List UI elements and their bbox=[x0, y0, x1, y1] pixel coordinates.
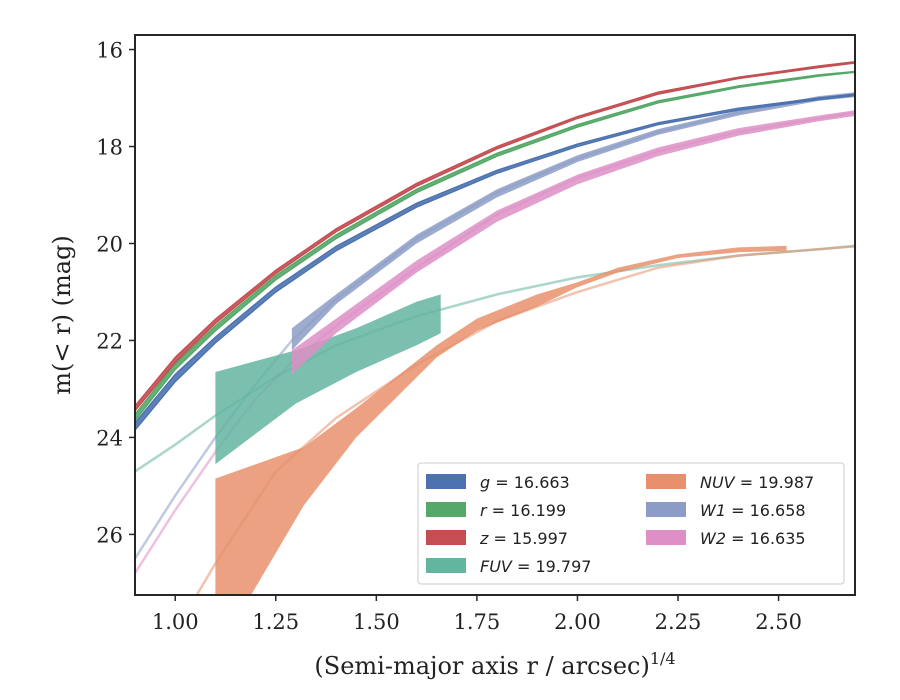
y-tick-label: 20 bbox=[96, 232, 123, 256]
legend-label-z: z = 15.997 bbox=[479, 529, 568, 548]
x-axis-ticks: 1.00 1.25 1.50 1.75 2.00 2.25 2.50 bbox=[152, 595, 802, 634]
legend: g = 16.663 r = 16.199 z = 15.997 FUV = 19.7… bbox=[417, 462, 845, 585]
y-tick-label: 24 bbox=[96, 426, 123, 450]
series-r-band bbox=[135, 70, 855, 422]
y-tick-label: 26 bbox=[96, 523, 123, 547]
series-layer bbox=[135, 60, 855, 595]
series-g-band bbox=[135, 93, 855, 432]
legend-label-fuv: FUV = 19.797 bbox=[480, 557, 591, 576]
x-axis-label-exponent: 1/4 bbox=[650, 649, 676, 668]
x-tick-label: 2.00 bbox=[554, 610, 601, 634]
series-z-band bbox=[135, 60, 855, 412]
legend-swatch-nuv bbox=[646, 474, 686, 489]
legend-label-nuv: NUV = 19.987 bbox=[700, 473, 814, 492]
y-axis-label: m(< r) (mag) bbox=[48, 235, 76, 394]
y-axis-ticks: 16 18 20 22 24 26 bbox=[96, 39, 135, 547]
series-nuv-band bbox=[215, 245, 787, 595]
legend-swatch-w2 bbox=[646, 530, 686, 545]
legend-label-w2: W2 = 16.635 bbox=[700, 529, 806, 548]
y-tick-label: 18 bbox=[96, 136, 123, 160]
plot-frame bbox=[134, 34, 856, 596]
x-tick-label: 1.00 bbox=[152, 610, 199, 634]
legend-box bbox=[417, 462, 845, 585]
legend-swatch-r bbox=[426, 502, 466, 517]
x-tick-label: 1.25 bbox=[252, 610, 299, 634]
legend-swatch-w1 bbox=[646, 502, 686, 517]
y-tick-label: 22 bbox=[96, 329, 123, 353]
x-axis-label: (Semi-major axis r / arcsec)1/4 bbox=[314, 649, 675, 680]
legend-swatch-g bbox=[426, 474, 466, 489]
x-tick-label: 2.25 bbox=[655, 610, 702, 634]
legend-swatch-z bbox=[426, 530, 466, 545]
x-tick-label: 2.50 bbox=[755, 610, 802, 634]
legend-swatch-fuv bbox=[426, 558, 466, 573]
legend-label-w1: W1 = 16.658 bbox=[700, 501, 806, 520]
series-fuv-band bbox=[215, 294, 441, 465]
x-tick-label: 1.50 bbox=[353, 610, 400, 634]
legend-label-g: g = 16.663 bbox=[480, 473, 570, 492]
x-tick-label: 1.75 bbox=[454, 610, 501, 634]
legend-label-r: r = 16.199 bbox=[480, 501, 566, 520]
y-tick-label: 16 bbox=[96, 39, 123, 63]
